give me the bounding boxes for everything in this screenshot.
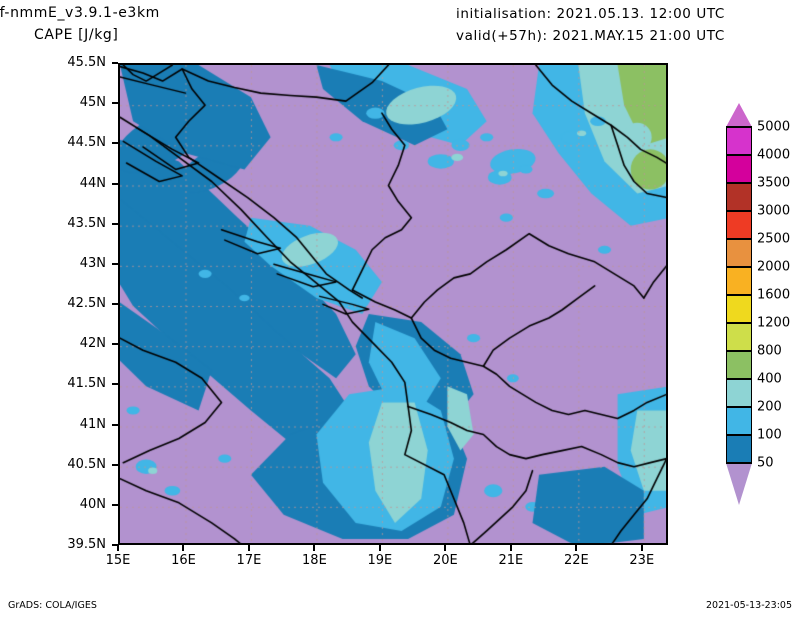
colorbar-divider — [726, 154, 752, 156]
y-tick-mark — [112, 544, 118, 546]
map-plot-area — [118, 63, 668, 545]
x-axis-tick-label: 21E — [498, 553, 524, 568]
initialisation-time: initialisation: 2021.05.13. 12:00 UTC — [456, 6, 725, 22]
colorbar-swatch — [726, 351, 752, 379]
y-tick-mark — [112, 102, 118, 105]
y-axis-tick-label: 44.5N — [67, 135, 106, 151]
colorbar-divider — [726, 126, 752, 128]
y-tick-mark — [112, 423, 118, 426]
colorbar-tick-label: 800 — [757, 343, 782, 359]
y-axis-tick-label: 43N — [79, 255, 106, 271]
colorbar-tick-label: 3500 — [757, 175, 791, 191]
y-tick-mark — [112, 463, 118, 466]
colorbar-swatch — [726, 155, 752, 183]
colorbar-swatch — [726, 239, 752, 267]
colorbar-divider — [726, 210, 752, 212]
y-axis-tick-label: 41N — [79, 416, 106, 432]
y-axis-tick-label: 39.5N — [67, 537, 106, 552]
x-tick-mark — [182, 545, 185, 551]
y-tick-mark — [112, 503, 118, 506]
y-axis-tick-label: 40.5N — [67, 456, 106, 472]
colorbar-tick-label: 200 — [757, 399, 782, 415]
x-axis-tick-label: 23E — [629, 553, 655, 568]
colorbar-tick-label: 50 — [757, 455, 774, 471]
colorbar-divider — [726, 322, 752, 324]
model-title: -f-nmmE_v3.9.1-e3km — [0, 5, 160, 21]
x-axis-tick-label: 15E — [105, 553, 131, 568]
y-axis-tick-label: 40N — [79, 496, 106, 512]
colorbar-over-range-arrow — [726, 103, 752, 127]
y-tick-mark — [112, 222, 118, 225]
y-tick-mark — [112, 343, 118, 346]
colorbar-tick-label: 3000 — [757, 203, 791, 219]
colorbar-divider — [726, 406, 752, 408]
colorbar — [726, 127, 752, 463]
colorbar-tick-label: 100 — [757, 427, 782, 443]
colorbar-swatch — [726, 267, 752, 295]
colorbar-swatch — [726, 379, 752, 407]
colorbar-swatch — [726, 323, 752, 351]
x-tick-mark — [444, 545, 447, 551]
y-tick-mark — [112, 303, 118, 305]
colorbar-swatch — [726, 211, 752, 239]
x-tick-mark — [640, 545, 643, 551]
x-tick-mark — [313, 545, 316, 551]
y-tick-mark — [112, 262, 118, 265]
variable-title: CAPE [J/kg] — [34, 27, 119, 43]
y-axis-tick-label: 41.5N — [67, 376, 106, 392]
x-axis-tick-label: 19E — [367, 553, 393, 568]
colorbar-tick-label: 1600 — [757, 287, 791, 303]
colorbar-divider — [726, 266, 752, 268]
x-tick-mark — [247, 545, 250, 551]
colorbar-tick-label: 2000 — [757, 259, 791, 275]
y-axis-tick-label: 44N — [79, 175, 106, 191]
colorbar-swatch — [726, 183, 752, 211]
colorbar-divider — [726, 350, 752, 352]
y-tick-mark — [112, 62, 118, 64]
x-axis-tick-label: 20E — [432, 553, 458, 568]
x-axis-tick-label: 17E — [236, 553, 262, 568]
x-tick-mark — [117, 545, 119, 551]
x-tick-mark — [575, 545, 578, 551]
y-tick-mark — [112, 142, 118, 145]
colorbar-tick-label: 2500 — [757, 231, 791, 247]
y-axis-tick-label: 42.5N — [67, 296, 106, 311]
footer-credit: GrADS: COLA/IGES — [8, 600, 97, 611]
footer-timestamp: 2021-05-13-23:05 — [705, 600, 792, 611]
colorbar-divider — [726, 238, 752, 240]
x-axis-tick-label: 16E — [171, 553, 196, 568]
colorbar-swatch — [726, 407, 752, 435]
x-tick-mark — [509, 545, 512, 551]
colorbar-divider — [726, 378, 752, 380]
colorbar-tick-label: 1200 — [757, 315, 791, 331]
colorbar-divider — [726, 182, 752, 184]
colorbar-tick-label: 4000 — [757, 147, 791, 163]
colorbar-divider — [726, 294, 752, 296]
colorbar-divider — [726, 462, 752, 464]
y-tick-mark — [112, 383, 118, 386]
colorbar-under-range-arrow — [726, 463, 752, 505]
colorbar-swatch — [726, 435, 752, 463]
y-axis-tick-label: 45.5N — [67, 55, 106, 70]
colorbar-swatch — [726, 127, 752, 155]
x-axis-tick-label: 22E — [563, 553, 589, 568]
y-axis-tick-label: 45N — [79, 95, 106, 111]
colorbar-tick-label: 5000 — [757, 119, 791, 135]
x-axis-tick-label: 18E — [302, 553, 327, 568]
colorbar-divider — [726, 434, 752, 436]
y-axis-tick-label: 42N — [79, 336, 106, 352]
y-axis-tick-label: 43.5N — [67, 215, 106, 231]
colorbar-tick-label: 400 — [757, 371, 782, 387]
x-tick-mark — [378, 545, 381, 551]
y-tick-mark — [112, 182, 118, 185]
cape-field-raster — [120, 65, 666, 543]
colorbar-swatch — [726, 295, 752, 323]
valid-time: valid(+57h): 2021.MAY.15 21:00 UTC — [456, 28, 725, 44]
